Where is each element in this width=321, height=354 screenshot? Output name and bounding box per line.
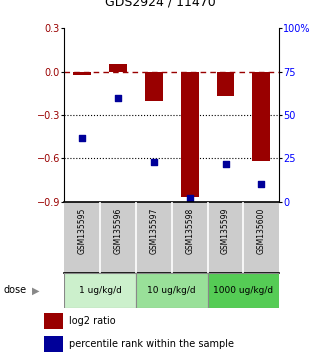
Text: 10 ug/kg/d: 10 ug/kg/d bbox=[147, 286, 196, 295]
Point bbox=[151, 159, 156, 165]
Bar bbox=[217, 72, 234, 96]
Bar bbox=[145, 72, 163, 101]
Text: GSM135598: GSM135598 bbox=[185, 207, 194, 254]
Text: 1 ug/kg/d: 1 ug/kg/d bbox=[79, 286, 121, 295]
Point bbox=[80, 135, 85, 141]
Text: GDS2924 / 11470: GDS2924 / 11470 bbox=[105, 0, 216, 8]
Text: GSM135599: GSM135599 bbox=[221, 207, 230, 254]
Bar bbox=[44, 336, 63, 352]
Point bbox=[116, 95, 121, 101]
Text: ▶: ▶ bbox=[32, 285, 39, 295]
Text: GSM135595: GSM135595 bbox=[78, 207, 87, 254]
Bar bbox=[64, 273, 136, 308]
Point bbox=[223, 161, 228, 166]
Bar bbox=[73, 72, 91, 75]
Text: 1000 ug/kg/d: 1000 ug/kg/d bbox=[213, 286, 273, 295]
Bar bbox=[208, 273, 279, 308]
Text: dose: dose bbox=[3, 285, 26, 295]
Bar bbox=[44, 313, 63, 329]
Bar bbox=[181, 72, 199, 198]
Text: GSM135600: GSM135600 bbox=[257, 207, 266, 254]
Point bbox=[187, 195, 192, 201]
Text: GSM135596: GSM135596 bbox=[113, 207, 123, 254]
Text: percentile rank within the sample: percentile rank within the sample bbox=[69, 339, 234, 349]
Bar bbox=[109, 64, 127, 72]
Text: GSM135597: GSM135597 bbox=[149, 207, 158, 254]
Bar bbox=[252, 72, 270, 161]
Bar bbox=[136, 273, 208, 308]
Text: log2 ratio: log2 ratio bbox=[69, 316, 116, 326]
Point bbox=[259, 182, 264, 187]
